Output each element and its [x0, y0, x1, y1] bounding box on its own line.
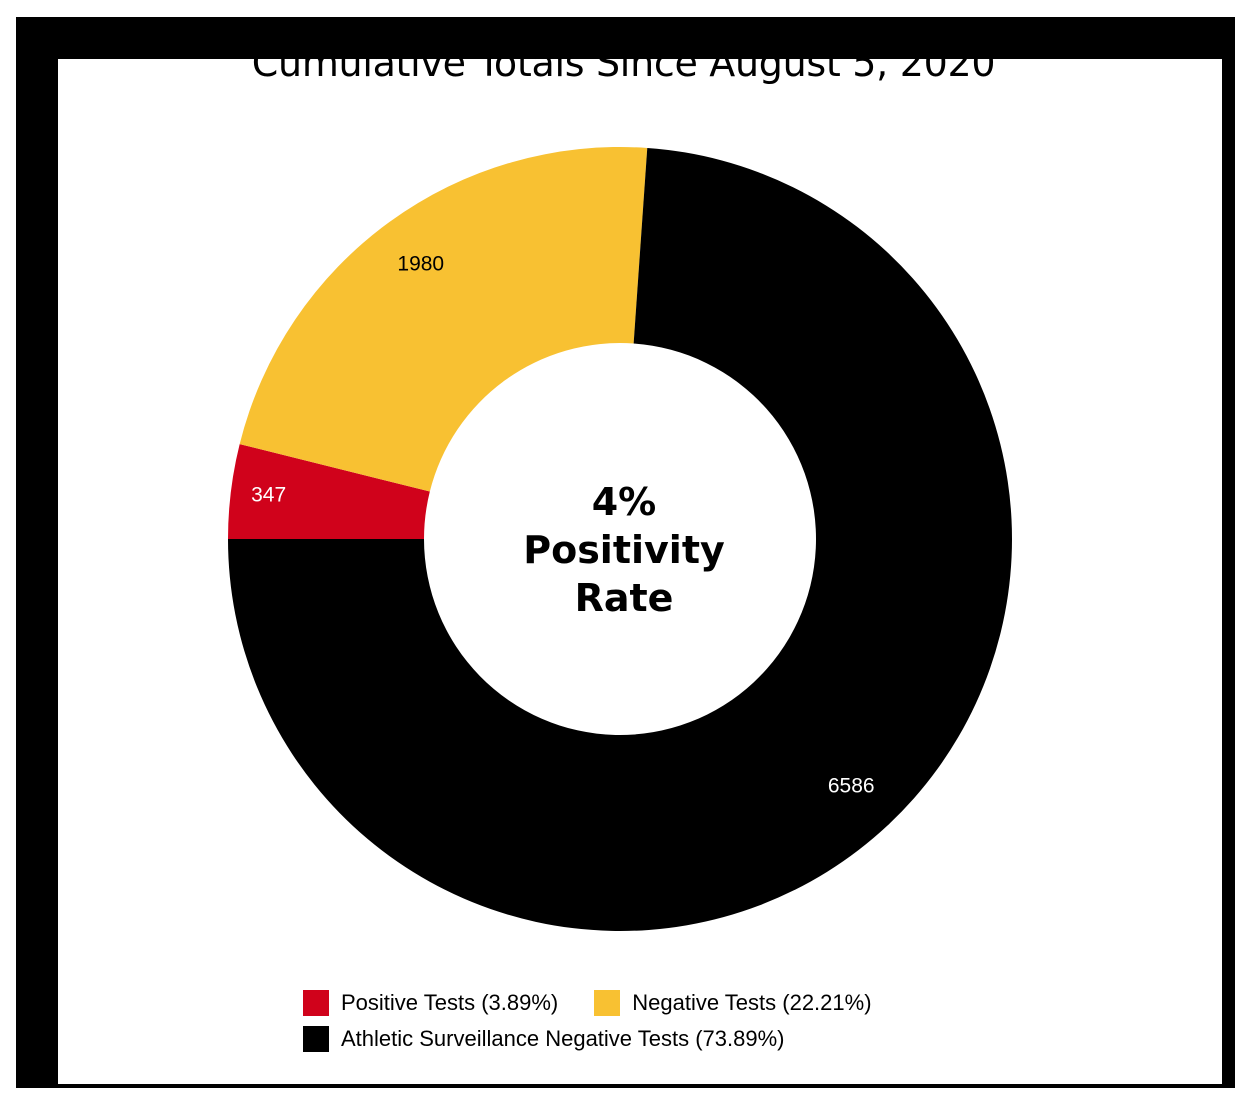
donut-slice-negative [239, 147, 648, 492]
data-label-positive: 347 [251, 483, 286, 506]
chart-title: Cumulative Totals Since August 5, 2020 [251, 41, 996, 85]
donut-slice-athletic [228, 147, 1012, 931]
center-positivity-text: 4% Positivity Rate [474, 478, 774, 622]
legend-label-negative: Negative Tests (22.21%) [632, 990, 872, 1015]
center-text-line-3: Rate [574, 576, 674, 620]
donut-slice-positive [228, 444, 430, 539]
data-label-negative: 1980 [397, 252, 444, 275]
center-text-line-2: Positivity [523, 528, 725, 572]
legend-swatch-athletic [303, 1026, 329, 1052]
data-label-athletic: 6586 [828, 774, 875, 797]
donut-data-labels: 347 1980 6586 [251, 252, 874, 797]
donut-slices [228, 147, 1012, 931]
chart-legend: Positive Tests (3.89%) Negative Tests (2… [303, 985, 983, 1057]
legend-item-negative: Negative Tests (22.21%) [594, 990, 872, 1016]
legend-item-positive: Positive Tests (3.89%) [303, 990, 558, 1016]
legend-label-positive: Positive Tests (3.89%) [341, 990, 559, 1015]
legend-swatch-negative [594, 990, 621, 1016]
legend-row-2: Athletic Surveillance Negative Tests (73… [303, 1021, 983, 1057]
legend-item-athletic: Athletic Surveillance Negative Tests (73… [303, 1026, 784, 1052]
legend-row-1: Positive Tests (3.89%) Negative Tests (2… [303, 985, 983, 1021]
center-text-line-1: 4% [591, 480, 657, 524]
legend-swatch-positive [303, 990, 329, 1016]
legend-label-athletic: Athletic Surveillance Negative Tests (73… [341, 1026, 785, 1051]
